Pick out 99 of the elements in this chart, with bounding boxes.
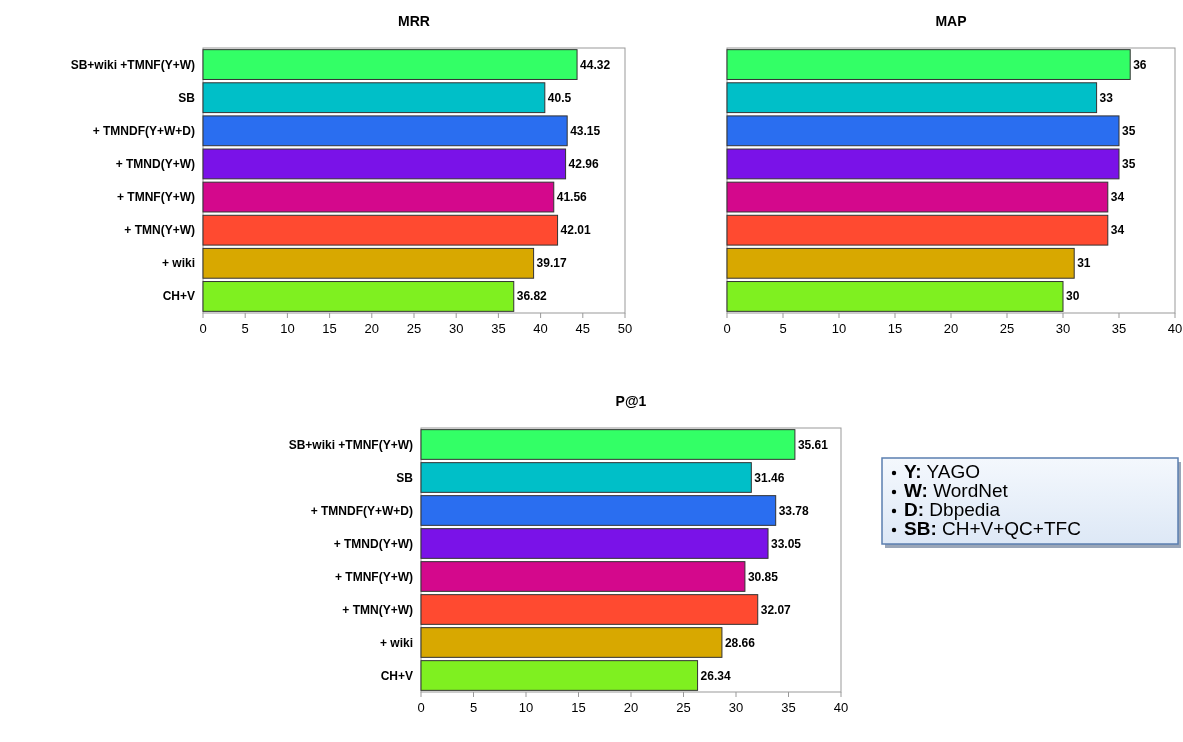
x-tick-label: 20 bbox=[943, 321, 959, 336]
data-label: 40.5 bbox=[547, 90, 572, 105]
bar bbox=[420, 627, 723, 658]
data-label: 33 bbox=[1099, 90, 1114, 105]
chart-title: P@1 bbox=[615, 393, 647, 409]
data-label: 33.05 bbox=[771, 536, 802, 551]
data-label: 35 bbox=[1122, 123, 1136, 138]
bar bbox=[726, 214, 1109, 246]
bar bbox=[202, 115, 568, 147]
x-tick-label: 15 bbox=[571, 700, 586, 715]
text: D: Dbpedia bbox=[904, 499, 1001, 520]
y-tick-label: + TMN(Y+W) bbox=[342, 602, 413, 617]
data-label: 39.17 bbox=[536, 256, 567, 271]
bar bbox=[202, 82, 546, 114]
x-tick-label: 30 bbox=[1055, 321, 1071, 336]
x-tick-label: 5 bbox=[469, 700, 478, 715]
data-label: 33.78 bbox=[778, 503, 810, 518]
x-tick-label: 30 bbox=[448, 321, 464, 336]
data-label: 28.66 bbox=[724, 635, 756, 650]
bar bbox=[202, 214, 559, 246]
data-label: 36.82 bbox=[516, 289, 548, 304]
y-tick-label: + TMND(Y+W) bbox=[333, 536, 413, 551]
data-label: 35 bbox=[1122, 156, 1136, 171]
data-label: 44.32 bbox=[580, 57, 611, 72]
x-tick-label: 50 bbox=[617, 321, 633, 336]
data-label: 30 bbox=[1066, 289, 1080, 304]
bar bbox=[726, 247, 1075, 279]
x-tick-label: 0 bbox=[417, 700, 425, 715]
x-tick-label: 30 bbox=[728, 700, 744, 715]
x-tick-label: 0 bbox=[723, 321, 731, 336]
x-tick-label: 40 bbox=[833, 700, 849, 715]
y-tick-label: CH+V bbox=[162, 289, 195, 304]
bar bbox=[202, 281, 515, 312]
x-tick-label: 45 bbox=[575, 321, 591, 336]
data-label: 31.46 bbox=[754, 470, 785, 485]
x-tick-label: 25 bbox=[676, 700, 691, 715]
bar bbox=[726, 148, 1120, 180]
bar bbox=[726, 115, 1120, 147]
x-tick-label: 5 bbox=[241, 321, 249, 336]
data-label: 30.85 bbox=[747, 569, 779, 584]
bar bbox=[202, 181, 555, 213]
x-tick-label: 15 bbox=[887, 321, 903, 336]
data-label: 36 bbox=[1133, 57, 1147, 72]
x-tick-label: 5 bbox=[779, 321, 787, 336]
y-tick-label: CH+V bbox=[380, 668, 413, 683]
y-tick-label: SB bbox=[178, 90, 196, 105]
bar bbox=[420, 561, 746, 592]
y-tick-label: + wiki bbox=[379, 635, 413, 650]
data-label: 42.01 bbox=[560, 223, 591, 238]
bar bbox=[202, 49, 578, 80]
bar bbox=[726, 181, 1109, 213]
data-label: 31 bbox=[1077, 256, 1091, 271]
data-label: 35.61 bbox=[797, 437, 829, 452]
data-label: 42.96 bbox=[568, 156, 599, 171]
y-tick-label: SB bbox=[396, 470, 414, 485]
x-tick-label: 15 bbox=[322, 321, 337, 336]
y-tick-label: + TMNF(Y+W) bbox=[117, 190, 195, 205]
bar bbox=[420, 594, 759, 625]
x-tick-label: 20 bbox=[623, 700, 639, 715]
bar bbox=[420, 660, 699, 691]
x-tick-label: 0 bbox=[199, 321, 207, 336]
x-tick-label: 40 bbox=[533, 321, 548, 336]
bar bbox=[202, 247, 535, 279]
x-tick-label: 35 bbox=[1111, 321, 1127, 336]
text: Y: YAGO bbox=[904, 461, 981, 482]
data-label: 34 bbox=[1110, 190, 1125, 205]
bar bbox=[726, 49, 1131, 80]
data-label: 26.34 bbox=[700, 668, 731, 683]
data-label: 32.07 bbox=[760, 602, 792, 617]
y-tick-label: + TMNDF(Y+W+D) bbox=[92, 123, 195, 138]
bar bbox=[726, 281, 1064, 312]
bar bbox=[420, 528, 769, 559]
bar bbox=[420, 462, 752, 493]
data-label: 43.15 bbox=[570, 123, 601, 138]
chart-title: MAP bbox=[935, 13, 967, 29]
y-tick-label: + TMND(Y+W) bbox=[115, 156, 195, 171]
x-tick-label: 25 bbox=[999, 321, 1015, 336]
text: W: WordNet bbox=[904, 480, 1009, 501]
x-tick-label: 40 bbox=[1167, 321, 1183, 336]
bar bbox=[420, 495, 777, 526]
y-tick-label: + TMNDF(Y+W+D) bbox=[310, 503, 413, 518]
y-tick-label: + wiki bbox=[161, 256, 195, 271]
chart-title: MRR bbox=[398, 13, 430, 29]
x-tick-label: 25 bbox=[406, 321, 422, 336]
x-tick-label: 10 bbox=[518, 700, 534, 715]
y-tick-label: + TMNF(Y+W) bbox=[335, 569, 413, 584]
bar bbox=[726, 82, 1098, 114]
data-label: 34 bbox=[1110, 223, 1125, 238]
y-tick-label: + TMN(Y+W) bbox=[124, 223, 195, 238]
x-tick-label: 35 bbox=[781, 700, 796, 715]
data-label: 41.56 bbox=[556, 190, 588, 205]
bar bbox=[202, 148, 567, 180]
x-tick-label: 35 bbox=[491, 321, 506, 336]
bar bbox=[420, 429, 796, 460]
x-tick-label: 10 bbox=[831, 321, 847, 336]
y-tick-label: SB+wiki +TMNF(Y+W) bbox=[70, 57, 195, 72]
x-tick-label: 10 bbox=[280, 321, 295, 336]
y-tick-label: SB+wiki +TMNF(Y+W) bbox=[288, 437, 413, 452]
x-tick-label: 20 bbox=[364, 321, 380, 336]
